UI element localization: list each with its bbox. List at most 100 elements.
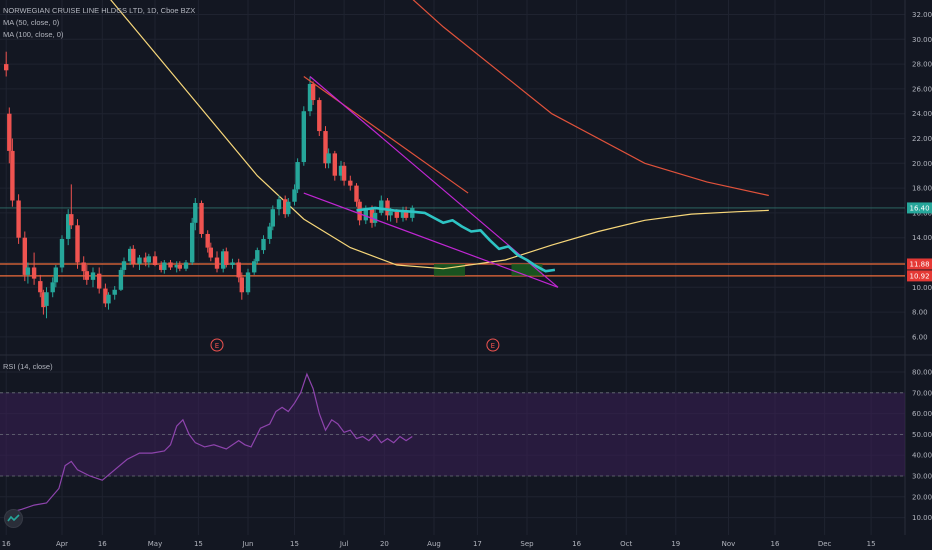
candle-up [286,201,291,215]
rsi-tick-label: 60.00 [912,410,932,418]
time-tick-label: 15 [290,540,299,548]
ma50-legend[interactable]: MA (50, close, 0) [3,18,60,27]
ma50-line [110,0,769,270]
candle-up [270,209,275,227]
candle-down [385,200,390,216]
rsi-tick-label: 40.00 [912,452,932,460]
wedge-lines[interactable] [303,76,559,288]
candle-up [255,250,260,262]
candle-down [103,288,108,304]
price-tick-label: 24.00 [912,110,932,118]
time-tick-label: Oct [620,540,632,548]
candle-up [106,294,111,304]
candle-down [75,225,80,263]
price-tick-label: 8.00 [912,309,928,317]
candle-up [128,248,133,262]
wedge-line[interactable] [303,76,469,194]
time-tick-label: May [148,540,162,548]
price-tick-label: 32.00 [912,11,932,19]
rsi-legend[interactable]: RSI (14, close) [3,362,53,371]
wedge-line[interactable] [303,192,559,288]
candle-down [16,200,21,238]
target-boxes[interactable] [434,263,543,276]
candle-down [354,185,359,202]
price-tick-label: 26.00 [912,85,932,93]
candle-up [276,199,282,210]
time-tick-label: Jun [242,540,254,548]
candle-down [199,202,204,234]
candle-up [295,162,300,190]
candle-down [4,64,9,71]
candle-down [369,209,375,223]
candle-up [121,261,127,270]
earnings-marker-label: E [491,342,495,350]
candle-up [174,264,179,268]
rsi-tick-label: 80.00 [912,369,932,377]
time-tick-label: 19 [671,540,680,548]
time-axis[interactable]: 16 Apr 16 May 15 Jun 15 Jul 20 Aug 17 Sep 16 Oct 19 Nov… [2,540,876,548]
rsi-tick-label: 50.00 [912,431,932,439]
candle-up [400,210,406,218]
candle-down [131,248,136,264]
candle-up [183,262,189,269]
price-tick-label: 30.00 [912,36,932,44]
projection-path[interactable] [356,206,556,273]
candle-down [283,199,288,215]
candle-up [190,222,195,263]
price-tick-label: 20.00 [912,160,932,168]
candle-up [221,251,226,269]
candle-up [307,83,313,112]
time-tick-label: 16 [2,540,11,548]
candle-up [118,269,124,290]
candle-down [332,153,337,176]
rsi-band [0,392,905,477]
candle-down [177,264,182,269]
candle-up [379,200,384,213]
projection-line[interactable] [356,206,556,273]
price-tick-label: 18.00 [912,185,932,193]
tradingview-logo-icon[interactable] [4,509,23,528]
candle-down [31,267,37,279]
candle-up [363,209,368,221]
candle-down [143,257,148,263]
price-label-text: 11.88 [910,260,930,268]
time-tick-label: Sep [520,540,534,548]
rsi-tick-label: 30.00 [912,473,932,481]
candle-up [301,111,306,163]
candle-up [245,272,251,293]
earnings-marker-label: E [215,342,219,350]
time-tick-label: 15 [867,540,876,548]
target-box[interactable] [511,263,543,276]
time-tick-label: 17 [473,540,482,548]
candle-down [224,251,229,265]
candle-up [267,226,272,239]
candle-down [10,150,15,201]
ma100-legend[interactable]: MA (100, close, 0) [3,30,64,39]
candle-up [112,289,117,295]
candle-down [403,210,409,218]
price-tick-label: 22.00 [912,135,932,143]
candle-up [25,267,31,275]
price-tick-label: 28.00 [912,61,932,69]
time-tick-label: Jul [339,540,349,548]
candle-up [292,189,297,202]
rsi-tick-label: 70.00 [912,389,932,397]
time-tick-label: 16 [98,540,107,548]
candle-up [388,211,393,216]
target-box[interactable] [434,263,465,276]
candle-up [252,261,257,273]
rsi-axis[interactable]: 80.00 70.00 60.00 50.00 40.00 30.00 20.00 10.00 [912,369,932,523]
candle-down [97,273,102,289]
price-labels: 16.40 11.88 10.92 [907,202,932,282]
earnings-marker[interactable] [210,338,224,352]
candle-down [84,271,89,280]
candle-down [323,131,328,164]
candle-up [230,262,235,265]
price-label-box [907,202,932,214]
wedge-line[interactable] [309,76,559,288]
candle-down [317,100,322,132]
earnings-marker[interactable] [486,338,500,352]
candle-down [7,113,12,151]
